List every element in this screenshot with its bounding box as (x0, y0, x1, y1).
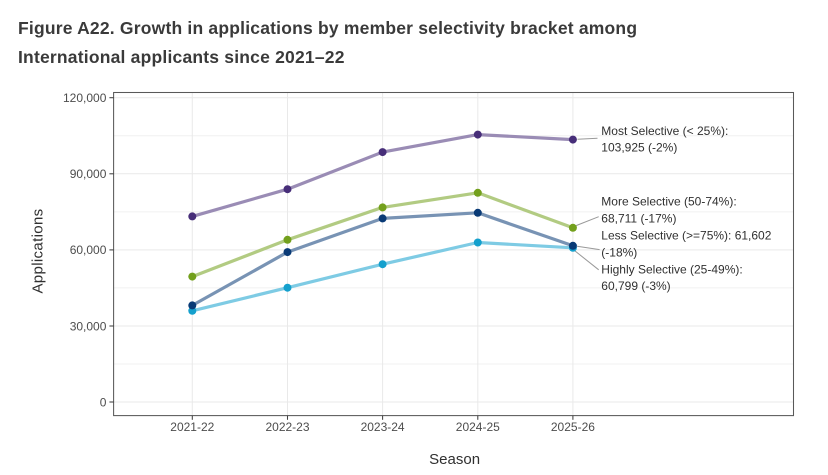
svg-text:Most Selective (< 25%):: Most Selective (< 25%): (601, 124, 728, 138)
svg-text:2023-24: 2023-24 (361, 420, 405, 434)
svg-text:Less Selective (>=75%): 61,602: Less Selective (>=75%): 61,602 (601, 228, 771, 242)
svg-text:Highly Selective (25-49%):: Highly Selective (25-49%): (601, 262, 742, 276)
svg-text:0: 0 (100, 395, 107, 409)
svg-text:60,000: 60,000 (70, 243, 107, 257)
svg-text:60,799 (-3%): 60,799 (-3%) (601, 279, 670, 293)
svg-text:2022-23: 2022-23 (265, 420, 309, 434)
svg-text:103,925 (-2%): 103,925 (-2%) (601, 140, 677, 154)
svg-text:2024-25: 2024-25 (456, 420, 500, 434)
svg-text:2025-26: 2025-26 (551, 420, 595, 434)
svg-text:90,000: 90,000 (70, 167, 107, 181)
svg-text:(-18%): (-18%) (601, 246, 637, 260)
svg-text:Season: Season (429, 451, 480, 468)
svg-text:120,000: 120,000 (63, 91, 107, 105)
svg-text:Applications: Applications (30, 208, 47, 293)
svg-text:30,000: 30,000 (70, 319, 107, 333)
svg-text:More Selective (50-74%):: More Selective (50-74%): (601, 195, 736, 209)
svg-text:68,711 (-17%): 68,711 (-17%) (601, 211, 676, 225)
svg-text:2021-22: 2021-22 (170, 420, 214, 434)
